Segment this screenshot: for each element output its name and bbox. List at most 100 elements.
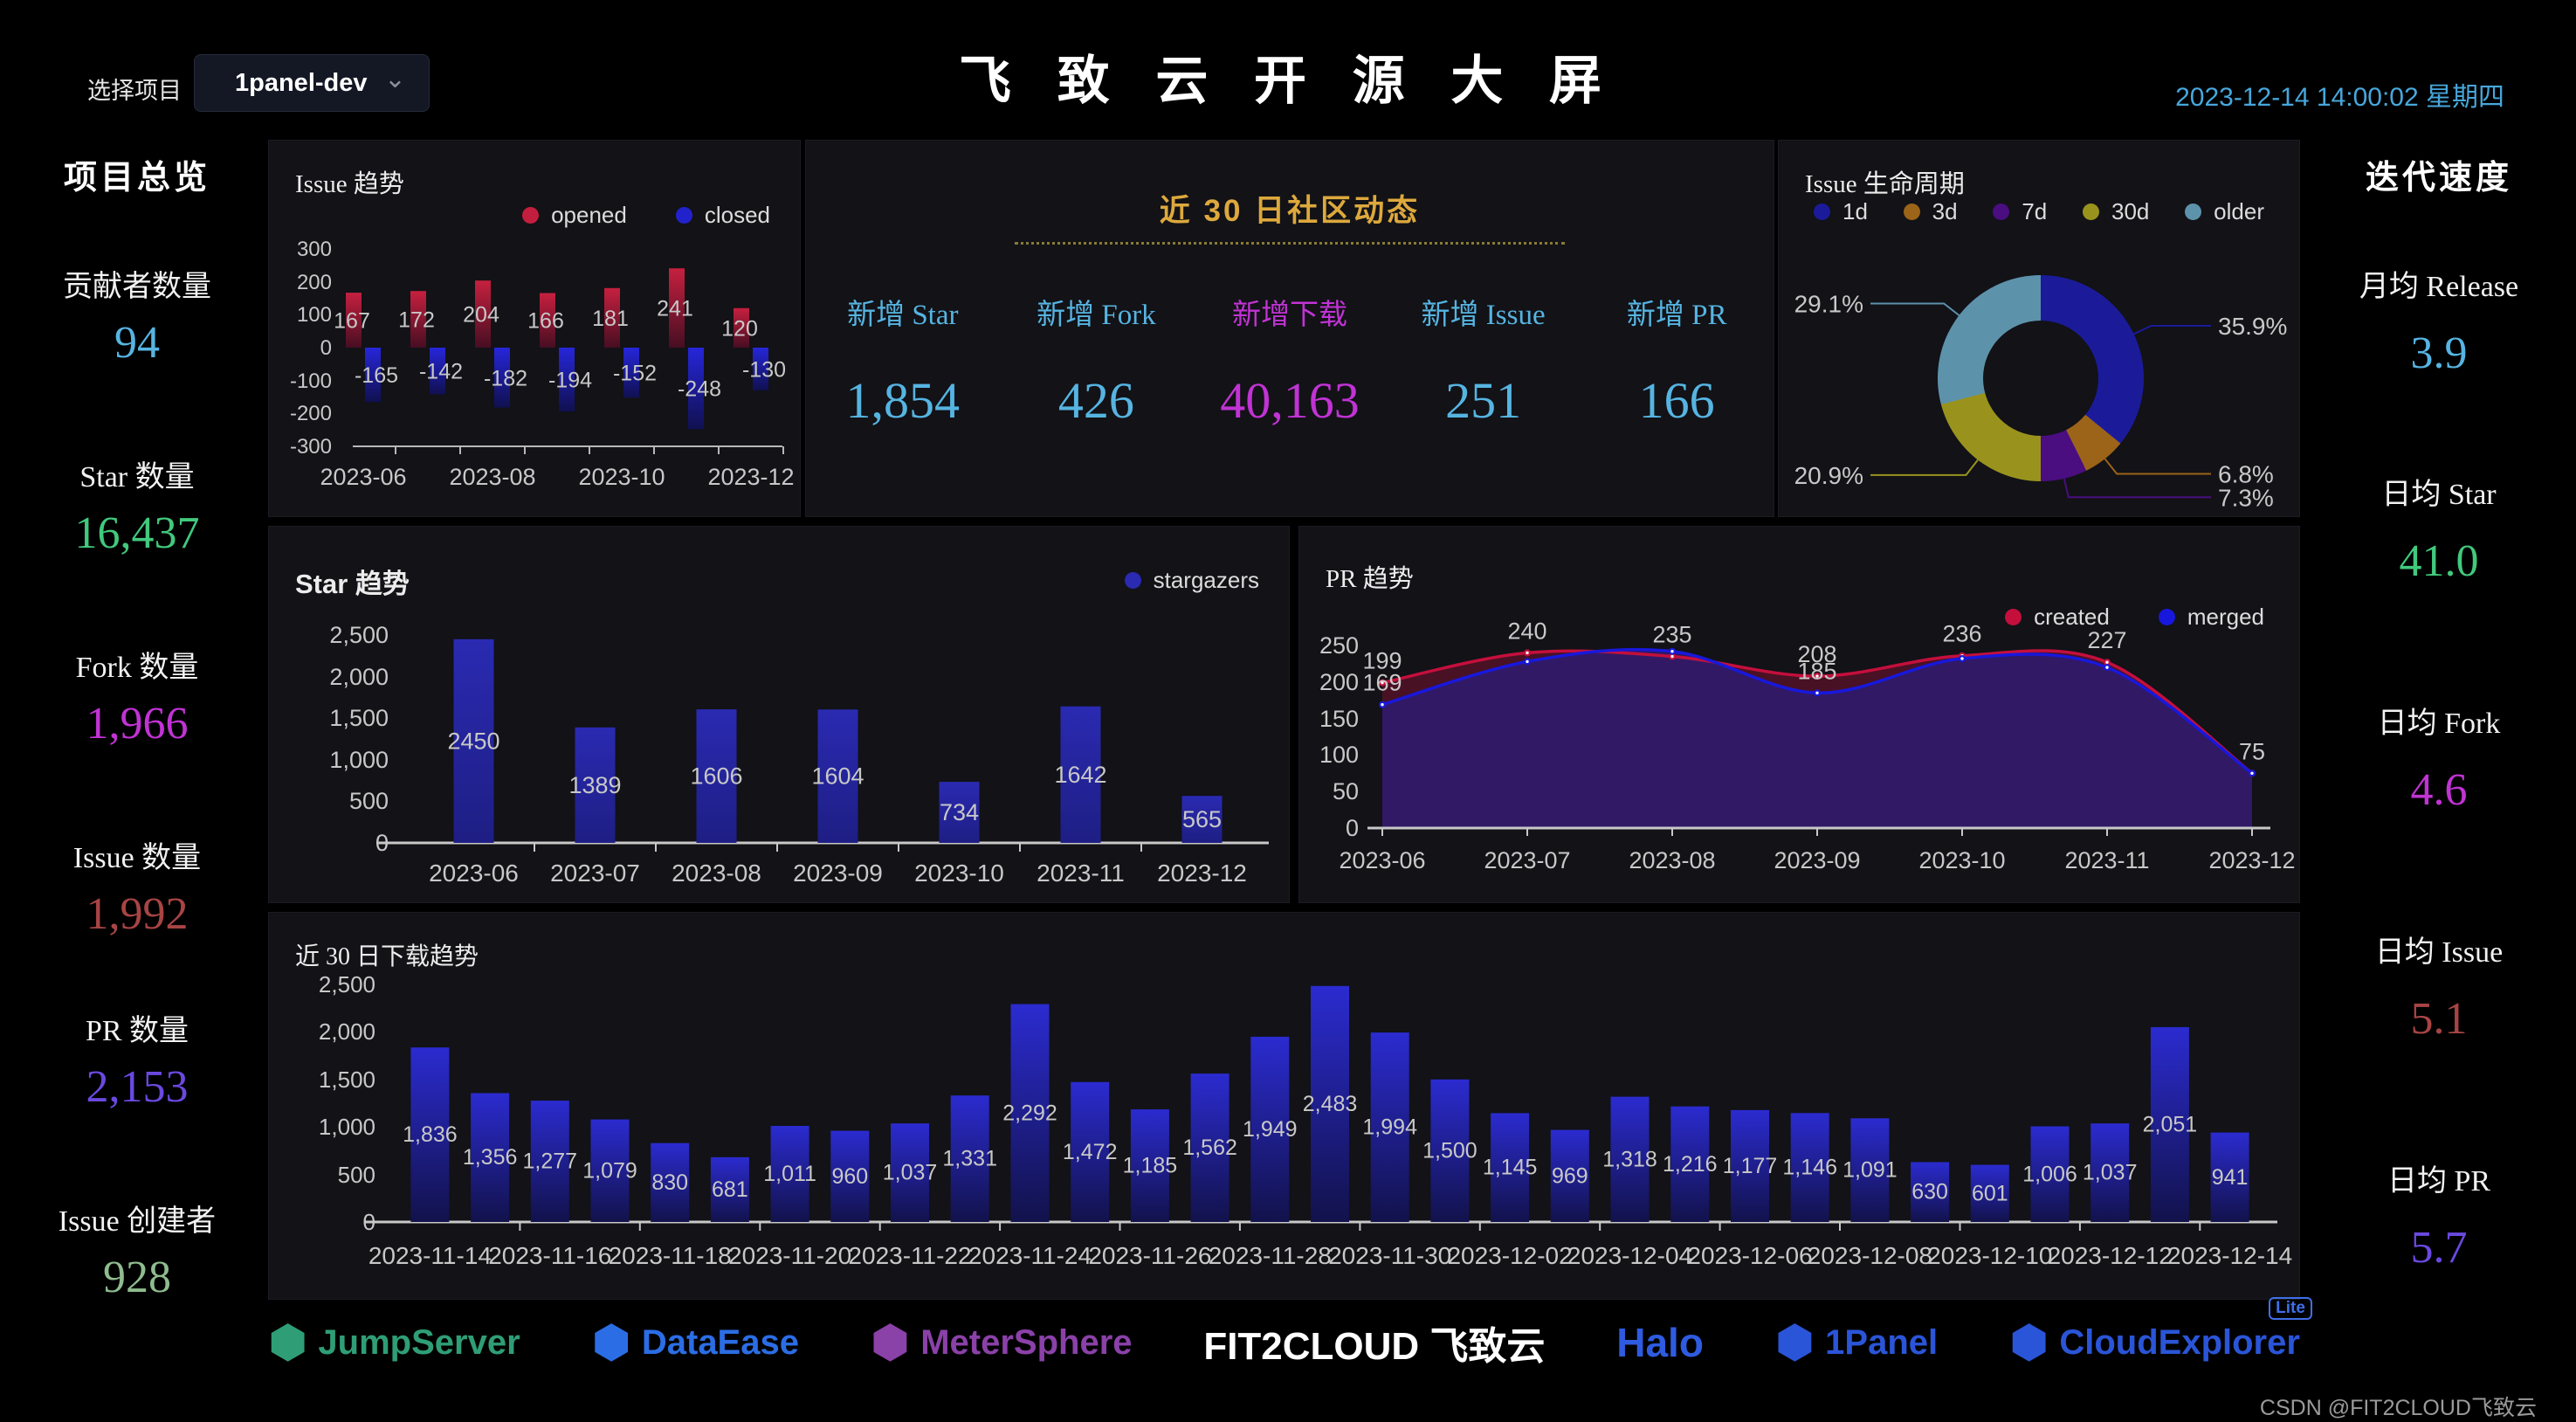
svg-text:830: 830 bbox=[651, 1170, 688, 1195]
svg-text:172: 172 bbox=[398, 308, 435, 333]
svg-text:2023-12: 2023-12 bbox=[2208, 847, 2295, 873]
logo-dataease[interactable]: ⬢ DataEase bbox=[591, 1317, 799, 1368]
stat-new-stars: 新增 Star 1,854 bbox=[845, 300, 961, 429]
svg-text:100: 100 bbox=[1319, 742, 1359, 768]
opened-dot-icon bbox=[522, 207, 540, 224]
svg-text:1,145: 1,145 bbox=[1483, 1156, 1538, 1180]
stat-monthly-release: 月均 Release 3.9 bbox=[2359, 271, 2519, 378]
svg-text:-165: -165 bbox=[355, 363, 398, 388]
svg-text:2023-12-08: 2023-12-08 bbox=[1808, 1242, 1932, 1269]
svg-text:1,277: 1,277 bbox=[523, 1149, 578, 1174]
panel-pr-trend: PR 趋势 created merged 0 50 100 150 200 250 199 2… bbox=[1298, 526, 2300, 903]
stat-new-prs: 新增 PR 166 bbox=[1626, 300, 1727, 429]
svg-text:681: 681 bbox=[712, 1177, 748, 1202]
logo-halo[interactable]: Halo bbox=[1616, 1320, 1704, 1365]
svg-text:2023-12: 2023-12 bbox=[707, 464, 794, 490]
svg-text:1,836: 1,836 bbox=[403, 1122, 458, 1147]
svg-text:1,216: 1,216 bbox=[1663, 1152, 1718, 1177]
donut-ring bbox=[1938, 275, 2144, 481]
star-trend-legend: stargazers bbox=[1124, 567, 1259, 594]
legend-item-merged[interactable]: merged bbox=[2158, 604, 2264, 631]
logo-fit2cloud[interactable]: FIT2CLOUD 飞致云 bbox=[1203, 1325, 1546, 1368]
svg-text:185: 185 bbox=[1797, 658, 1836, 684]
legend-item-1d[interactable]: 1d bbox=[1814, 198, 1868, 225]
svg-text:0: 0 bbox=[320, 336, 332, 360]
logo-metersphere[interactable]: ⬢ MeterSphere bbox=[870, 1317, 1133, 1368]
svg-text:2023-10: 2023-10 bbox=[578, 464, 665, 490]
legend-item-30d[interactable]: 30d bbox=[2083, 198, 2149, 225]
1d-dot-icon bbox=[1814, 204, 1830, 220]
svg-text:1,318: 1,318 bbox=[1602, 1147, 1657, 1171]
legend-item-created[interactable]: created bbox=[2005, 604, 2110, 631]
svg-text:35.9%: 35.9% bbox=[2218, 313, 2287, 340]
svg-text:2023-09: 2023-09 bbox=[1774, 847, 1860, 873]
panel-download-trend: 近 30 日下载趋势 0 500 1,000 1,500 2,000 2,500 1,836… bbox=[268, 912, 2300, 1300]
svg-text:2450: 2450 bbox=[447, 728, 499, 754]
divider bbox=[1015, 242, 1565, 245]
lifecycle-donut-chart: 35.9% 6.8% 7.3% 20.9% 29.1% bbox=[1779, 141, 2299, 516]
svg-text:-248: -248 bbox=[678, 377, 721, 402]
svg-text:100: 100 bbox=[297, 303, 332, 327]
svg-text:-100: -100 bbox=[290, 369, 332, 393]
svg-text:241: 241 bbox=[657, 297, 693, 321]
svg-text:2023-08: 2023-08 bbox=[672, 859, 761, 887]
panel-star-trend: Star 趋势 stargazers 0 500 1,000 1,500 2,000 2,… bbox=[268, 526, 1290, 903]
svg-text:2023-11-26: 2023-11-26 bbox=[1088, 1242, 1211, 1269]
project-select-label: 选择项目 bbox=[87, 78, 182, 104]
pr-trend-title: PR 趋势 bbox=[1326, 565, 1414, 593]
stat-daily-star: 日均 Star 41.0 bbox=[2381, 479, 2497, 586]
panel-issue-trend: Issue 趋势 opened closed 300 200 100 0 -100 -20… bbox=[268, 140, 801, 517]
project-select[interactable]: 1panel-dev ⌄ bbox=[194, 54, 430, 112]
svg-text:204: 204 bbox=[463, 303, 499, 328]
project-select-value: 1panel-dev bbox=[235, 68, 368, 97]
svg-text:601: 601 bbox=[1972, 1181, 2008, 1205]
svg-text:2023-12-14: 2023-12-14 bbox=[2167, 1242, 2292, 1269]
svg-text:200: 200 bbox=[297, 271, 332, 294]
dataease-hexagon-icon: ⬢ bbox=[591, 1317, 631, 1368]
pr-trend-chart: 0 50 100 150 200 250 199 240 235 208 236 227 169 185 7… bbox=[1299, 527, 2299, 902]
svg-text:1,146: 1,146 bbox=[1782, 1156, 1837, 1180]
svg-text:500: 500 bbox=[338, 1162, 375, 1188]
svg-text:2,000: 2,000 bbox=[319, 1018, 375, 1045]
svg-text:1642: 1642 bbox=[1054, 762, 1106, 788]
svg-text:2023-08: 2023-08 bbox=[1629, 847, 1715, 873]
sidebar-iteration-speed: 迭代速度 月均 Release 3.9 日均 Star 41.0 日均 Fork… bbox=[2312, 0, 2566, 1422]
svg-text:2,483: 2,483 bbox=[1303, 1092, 1358, 1116]
page-title: 飞 致 云 开 源 大 屏 bbox=[958, 52, 1618, 110]
legend-item-older[interactable]: older bbox=[2185, 198, 2264, 225]
legend-item-7d[interactable]: 7d bbox=[1993, 198, 2047, 225]
svg-text:2023-11-14: 2023-11-14 bbox=[368, 1242, 492, 1269]
download-trend-chart: 0 500 1,000 1,500 2,000 2,500 1,836 2023-11-14 1… bbox=[269, 913, 2299, 1299]
svg-text:1,037: 1,037 bbox=[2083, 1161, 2138, 1185]
legend-item-opened[interactable]: opened bbox=[522, 202, 627, 229]
datetime-display: 2023-12-14 14:00:02 星期四 bbox=[2175, 83, 2504, 112]
svg-text:969: 969 bbox=[1552, 1163, 1588, 1188]
svg-text:1,500: 1,500 bbox=[329, 705, 389, 731]
issue-trend-legend: opened closed bbox=[522, 202, 770, 229]
svg-text:0: 0 bbox=[1346, 815, 1359, 841]
legend-item-stargazers[interactable]: stargazers bbox=[1124, 567, 1259, 594]
logo-1panel[interactable]: ⬢ 1Panel bbox=[1774, 1317, 1939, 1368]
svg-text:734: 734 bbox=[940, 799, 979, 825]
svg-text:-142: -142 bbox=[419, 360, 463, 384]
1panel-hexagon-icon: ⬢ bbox=[1774, 1317, 1815, 1368]
created-dot-icon bbox=[2005, 609, 2022, 625]
svg-text:1,331: 1,331 bbox=[942, 1147, 997, 1171]
svg-text:1,091: 1,091 bbox=[1842, 1158, 1898, 1183]
community-title: 近 30 日社区动态 bbox=[1159, 194, 1421, 228]
pr-trend-legend: created merged bbox=[2005, 604, 2264, 631]
logo-jumpserver[interactable]: ⬢ JumpServer bbox=[268, 1317, 520, 1368]
download-trend-title: 近 30 日下载趋势 bbox=[295, 943, 479, 970]
star-trend-title: Star 趋势 bbox=[295, 569, 410, 599]
community-stats-row: 新增 Star 1,854 新增 Fork 426 新增下载 40,163 新增… bbox=[806, 291, 1774, 430]
svg-text:-130: -130 bbox=[742, 358, 786, 383]
merged-dot-icon bbox=[2158, 609, 2175, 625]
svg-text:2,500: 2,500 bbox=[319, 971, 375, 997]
svg-text:1,500: 1,500 bbox=[319, 1066, 375, 1093]
svg-text:1604: 1604 bbox=[811, 763, 864, 790]
svg-text:150: 150 bbox=[1319, 706, 1359, 732]
svg-text:6.8%: 6.8% bbox=[2218, 461, 2274, 488]
legend-item-closed[interactable]: closed bbox=[675, 202, 770, 229]
legend-item-3d[interactable]: 3d bbox=[1903, 198, 1958, 225]
logo-cloudexplorer[interactable]: ⬢ CloudExplorer Lite bbox=[2009, 1297, 2312, 1365]
